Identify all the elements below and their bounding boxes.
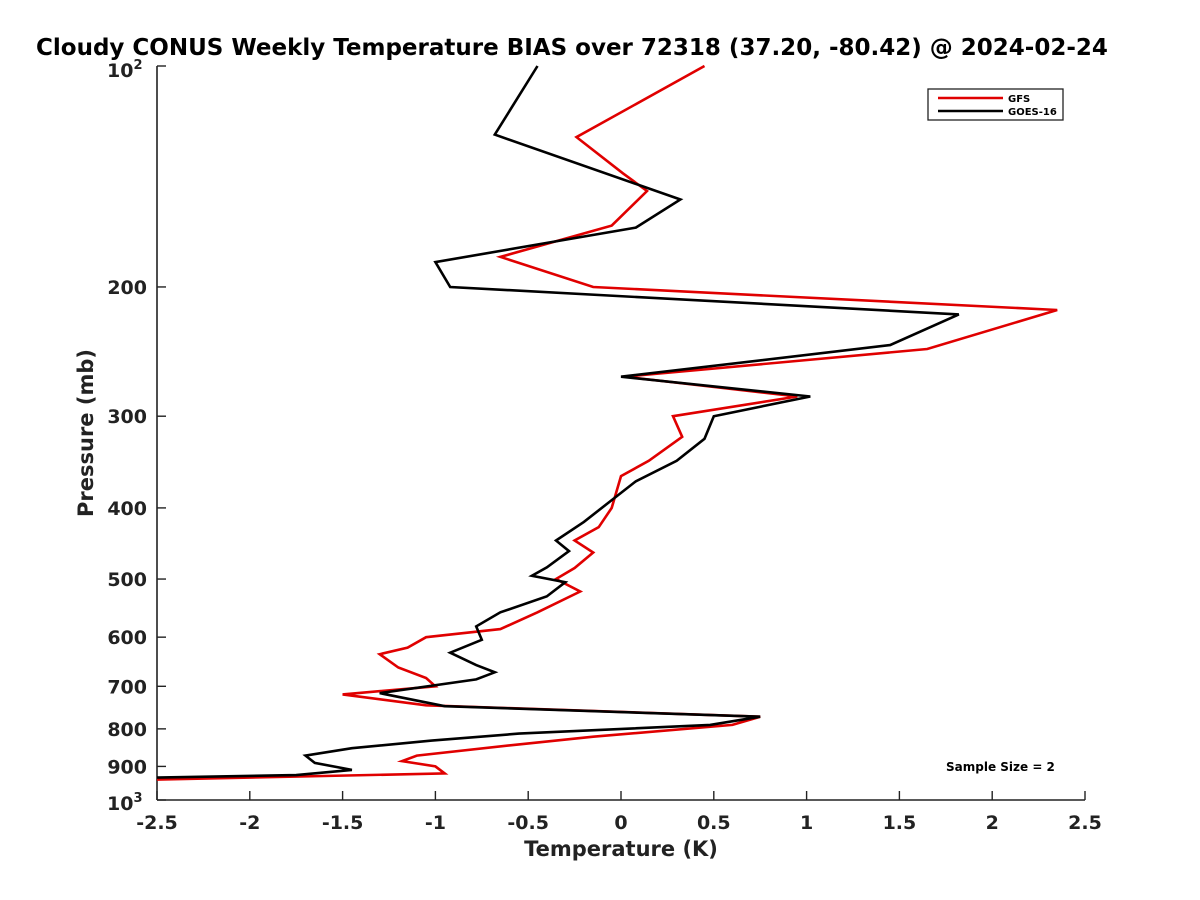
y-top-exponent: 2: [133, 58, 142, 73]
y-tick-label: 500: [107, 569, 147, 591]
legend-label: GOES-16: [1008, 107, 1057, 118]
chart-title: Cloudy CONUS Weekly Temperature BIAS ove…: [36, 35, 1108, 61]
sample-size-annotation: Sample Size = 2: [946, 760, 1055, 774]
y-axis-ticks: 200 300 400 500 600 700 800 900: [107, 65, 166, 801]
y-tick-label: 300: [107, 406, 147, 428]
y-tick-label: 800: [107, 719, 147, 741]
x-tick-label: 2.5: [1068, 812, 1102, 834]
legend-label: GFS: [1008, 94, 1030, 105]
y-bottom-exponent: 3: [133, 791, 142, 806]
y-axis-bottom-limit-label: 103: [107, 791, 143, 815]
y-tick-label: 400: [107, 498, 147, 520]
legend-box: [927, 88, 1064, 121]
x-tick-label: -1: [425, 812, 446, 834]
x-tick-label: -2.5: [136, 812, 178, 834]
y-tick-label: 600: [107, 627, 147, 649]
y-axis-label: Pressure (mb): [74, 349, 98, 517]
x-tick-label: -2: [239, 812, 260, 834]
x-tick-label: 0.5: [697, 812, 731, 834]
y-top-base: 10: [107, 60, 133, 82]
x-tick-label: -1.5: [322, 812, 364, 834]
x-tick-label: 2: [986, 812, 999, 834]
y-tick-label: 200: [107, 277, 147, 299]
svg-text:103: 103: [107, 791, 143, 815]
y-tick-label: 700: [107, 676, 147, 698]
y-bottom-base: 10: [107, 793, 133, 815]
series-group: [156, 64, 1058, 781]
x-axis-label: Temperature (K): [524, 837, 718, 861]
y-axis-top-limit-label: 102: [107, 58, 143, 82]
series-line-gfs: [156, 64, 1058, 781]
x-tick-label: -0.5: [507, 812, 549, 834]
x-axis-ticks: -2.5 -2 -1.5 -1 -0.5 0 0.5 1 1.5 2 2.5: [136, 791, 1102, 834]
plot-area: [156, 66, 1085, 801]
y-tick-label: 900: [107, 756, 147, 778]
legend: GFS GOES-16: [927, 88, 1064, 121]
x-tick-label: 1.5: [883, 812, 917, 834]
x-tick-label: 0: [614, 812, 627, 834]
series-line-goes-16: [156, 65, 960, 779]
svg-text:102: 102: [107, 58, 143, 82]
x-tick-label: 1: [800, 812, 813, 834]
